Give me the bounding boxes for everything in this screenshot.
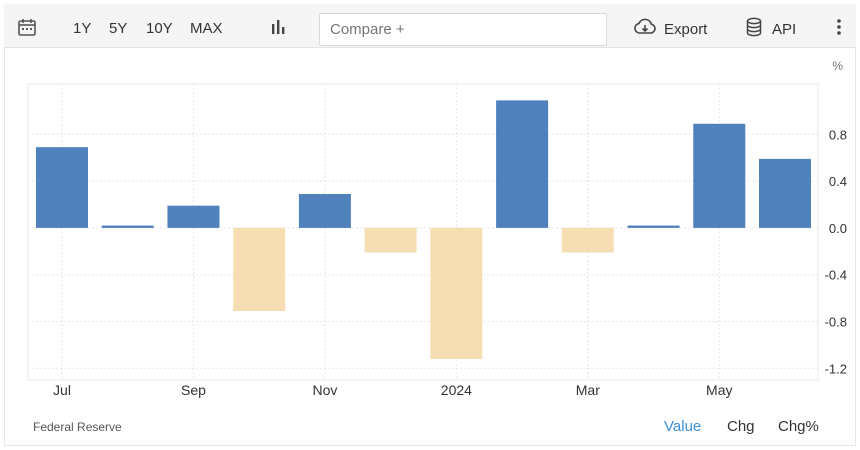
y-tick-label: -0.4 [825,268,847,283]
y-tick-label: -0.8 [825,315,847,330]
y-tick-label: -1.2 [825,361,847,376]
export-button[interactable]: Export [664,21,708,38]
x-tick-label: May [706,382,732,398]
calendar-icon[interactable] [16,16,38,38]
api-button[interactable]: API [772,21,797,38]
x-tick-label: 2024 [441,382,472,398]
y-tick-label: 0.4 [829,174,847,189]
more-vertical-icon[interactable] [830,17,848,37]
cloud-download-icon[interactable] [632,17,658,37]
bar [693,123,746,228]
bar [430,227,483,359]
x-tick-label: Sep [181,382,206,398]
source-label: Federal Reserve [33,420,122,434]
bar [364,227,417,253]
compare-input[interactable] [319,13,607,46]
mode-value-button[interactable]: Value [664,418,702,435]
x-tick-label: Jul [53,382,71,398]
bar [627,225,680,228]
y-tick-label: 0.8 [829,127,847,142]
x-tick-label: Nov [312,382,337,398]
x-tick-label: Mar [576,382,600,398]
range-5y-button[interactable]: 5Y [109,20,128,37]
range-10y-button[interactable]: 10Y [146,20,173,37]
database-icon[interactable] [744,16,764,38]
range-max-button[interactable]: MAX [190,20,223,37]
bar [233,227,286,311]
bar-chart-icon[interactable] [267,16,289,38]
mode-chg-button[interactable]: Chg [727,418,755,435]
bar [167,205,220,228]
toolbar: 1Y 5Y 10Y MAX Export API [4,4,856,48]
bar [36,147,88,228]
y-unit-label: % [832,59,843,73]
y-tick-label: 0.0 [829,221,847,236]
bar [759,158,811,228]
bar [561,227,614,253]
bar [101,225,154,228]
mode-chg-pct-button[interactable]: Chg% [778,418,819,435]
bar [298,193,351,228]
bar [496,100,549,228]
plot-area [27,83,819,381]
range-1y-button[interactable]: 1Y [73,20,92,37]
